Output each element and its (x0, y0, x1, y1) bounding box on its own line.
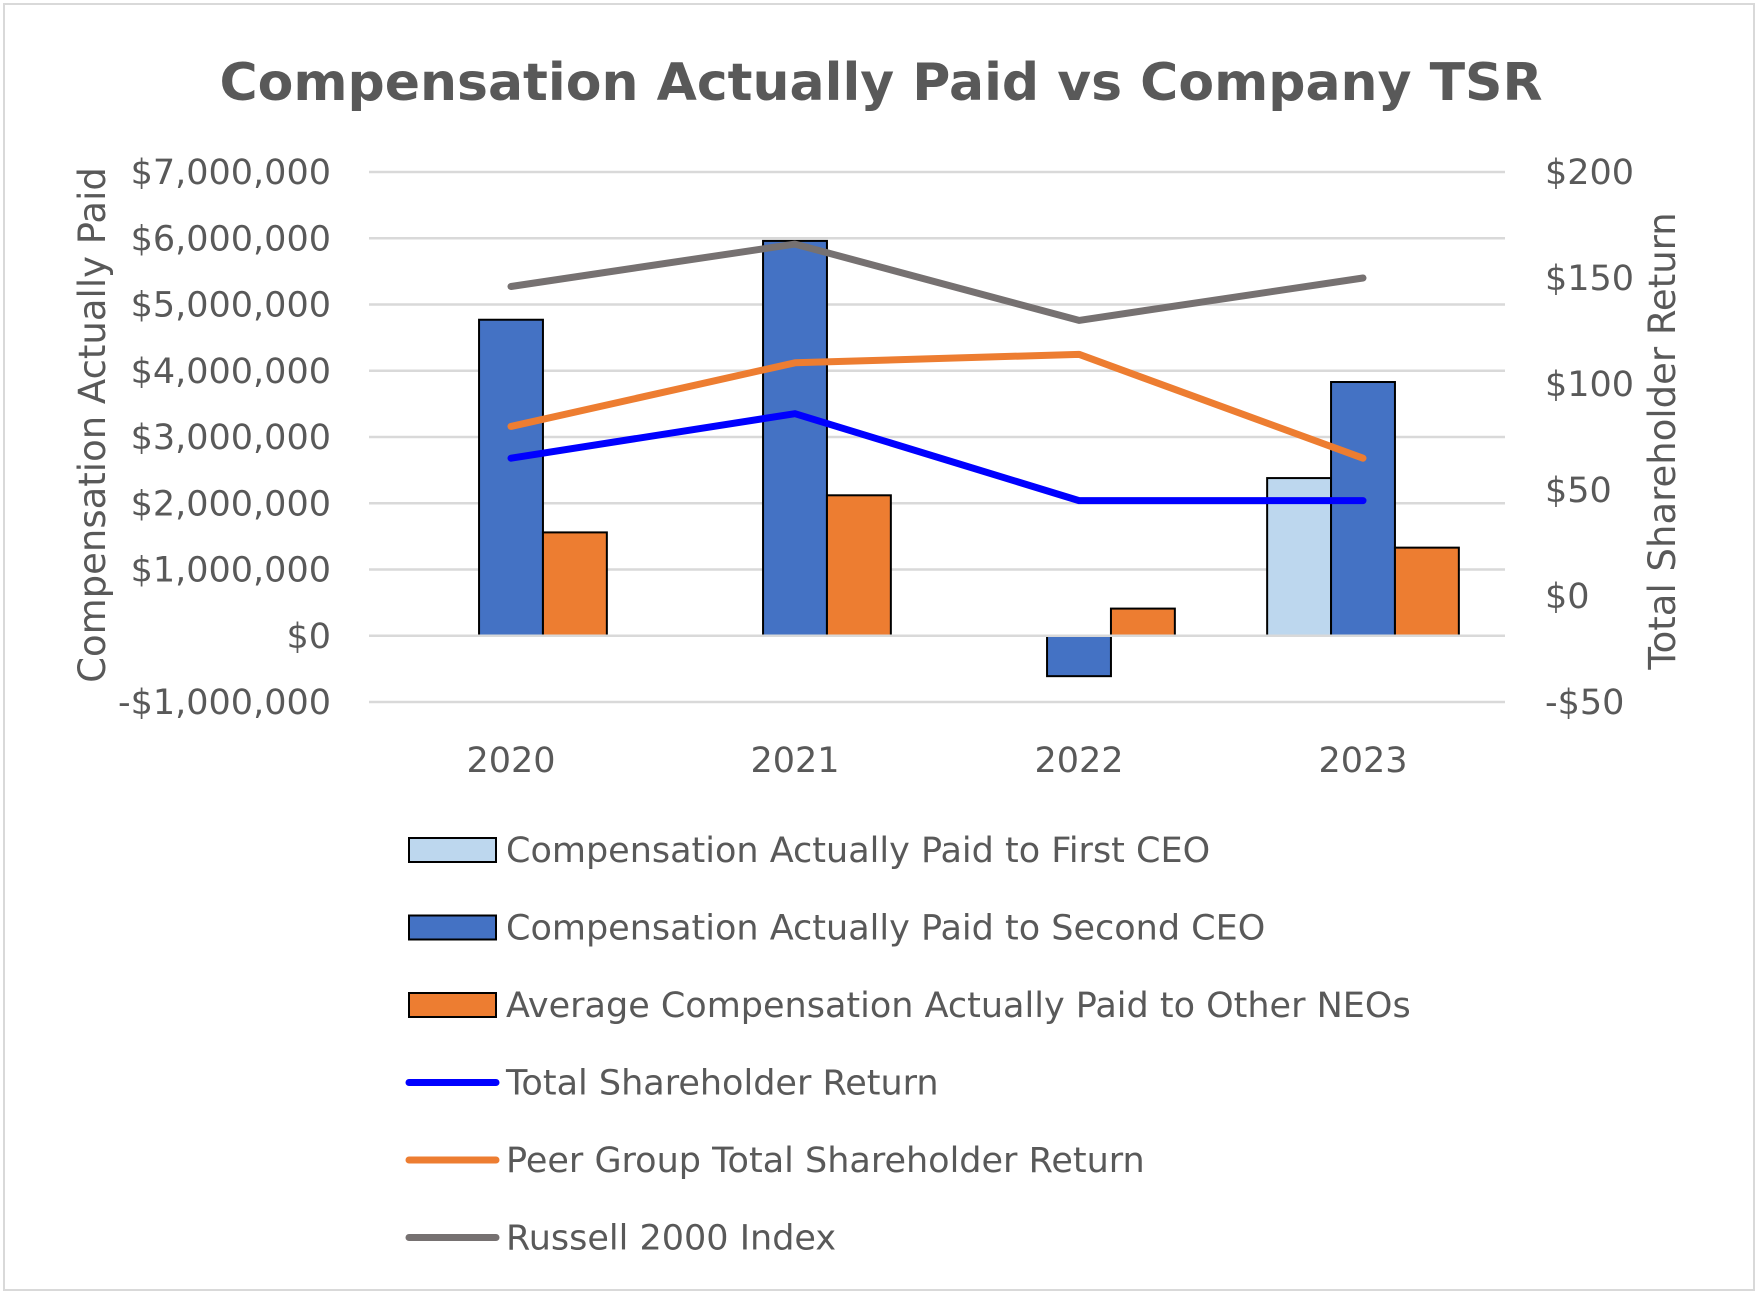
x-tick-label: 2021 (750, 741, 839, 781)
y-tick-label: $0 (286, 617, 331, 657)
axis-labels: $7,000,000 $6,000,000 $5,000,000 $4,000,000… (118, 153, 1634, 781)
bar-series-2-2021 (825, 494, 892, 637)
bar-series-1-2023 (1330, 381, 1396, 637)
legend: Compensation Actually Paid to First CEO C… (405, 831, 1411, 1259)
bar-series-1-2020 (478, 318, 544, 637)
y-tick-label: -$1,000,000 (118, 683, 331, 723)
line-series-0 (507, 410, 1367, 505)
y2-axis-title: Total Shareholder Return (1641, 212, 1684, 670)
y2-tick-label: -$50 (1545, 683, 1624, 723)
legend-label: Total Shareholder Return (505, 1064, 939, 1104)
y2-tick-label: $50 (1545, 471, 1612, 511)
bar-series-2-2020 (541, 531, 608, 637)
bar-series-2-2022 (1109, 607, 1176, 637)
y-tick-label: $3,000,000 (131, 418, 331, 458)
legend-swatch (408, 992, 497, 1018)
y-axis-title: Compensation Actually Paid (71, 167, 114, 683)
y-tick-label: $7,000,000 (131, 153, 331, 193)
y2-tick-label: $150 (1545, 259, 1634, 299)
legend-label: Russell 2000 Index (506, 1219, 836, 1259)
y2-tick-label: $100 (1545, 365, 1634, 405)
chart-svg: Compensation Actually Paid vs Company TS… (71, 53, 1684, 1259)
legend-label: Compensation Actually Paid to First CEO (506, 831, 1210, 871)
chart-frame: Compensation Actually Paid vs Company TS… (3, 3, 1755, 1291)
y-tick-label: $2,000,000 (131, 484, 331, 524)
y-tick-label: $6,000,000 (131, 219, 331, 259)
bar-series-2-2023 (1393, 546, 1460, 637)
bar-series-1-2022 (1046, 634, 1112, 678)
y-tick-label: $5,000,000 (131, 286, 331, 326)
legend-label: Peer Group Total Shareholder Return (506, 1141, 1145, 1181)
line-series-2 (507, 240, 1367, 324)
y-tick-label: $4,000,000 (131, 352, 331, 392)
bar-series-1-2021 (762, 239, 828, 637)
y2-tick-label: $0 (1545, 577, 1590, 617)
x-tick-label: 2020 (466, 741, 555, 781)
legend-swatch (408, 914, 497, 941)
bar-group (369, 239, 1505, 678)
legend-swatch (408, 837, 497, 863)
x-tick-label: 2023 (1318, 741, 1407, 781)
line-series-1 (507, 350, 1367, 462)
y2-tick-label: $200 (1545, 153, 1634, 193)
x-tick-label: 2022 (1034, 741, 1123, 781)
legend-label: Compensation Actually Paid to Second CEO (506, 909, 1265, 949)
line-group (507, 240, 1367, 505)
chart-title: Compensation Actually Paid vs Company TS… (219, 53, 1542, 113)
legend-label: Average Compensation Actually Paid to Ot… (506, 986, 1411, 1026)
y-tick-label: $1,000,000 (131, 551, 331, 591)
